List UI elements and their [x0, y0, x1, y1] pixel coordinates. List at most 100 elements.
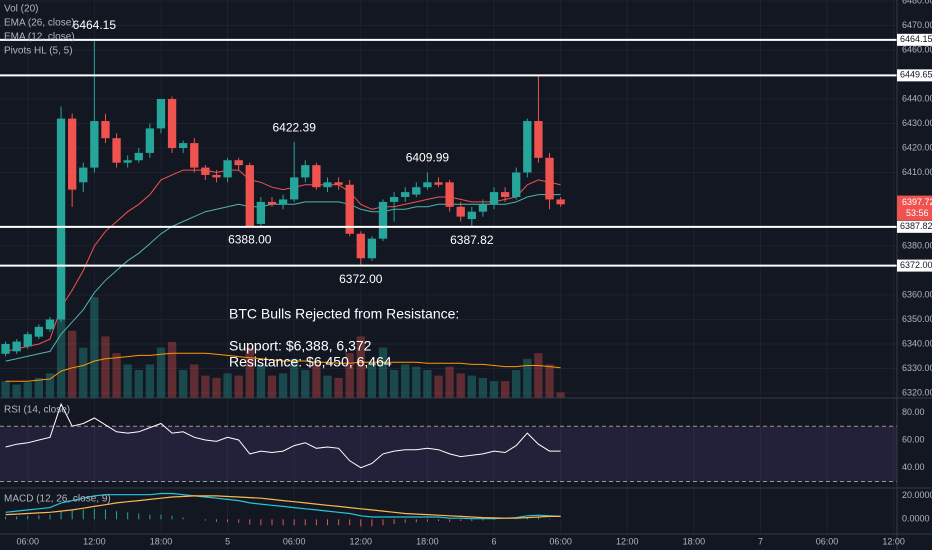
last-price-tag [897, 195, 932, 221]
volume-bar [389, 370, 399, 398]
volume-bar [267, 375, 277, 398]
level-tag [897, 33, 932, 46]
candle-body [467, 211, 476, 220]
volume-bar [512, 370, 521, 398]
volume-bar [378, 347, 388, 398]
x-tick-label: 06:00 [816, 536, 839, 546]
volume-bar [167, 342, 177, 398]
volume-bar [112, 353, 121, 398]
volume-bar [90, 297, 99, 398]
last-price-label: 6397.72 [902, 197, 932, 207]
annotation-text: Support: $6,388, 6,372 [229, 338, 372, 354]
volume-bar [423, 370, 432, 398]
level-label: 6372.00 [900, 260, 932, 270]
volume-bar [445, 366, 454, 398]
ema-line [5, 169, 561, 352]
candle-body [101, 121, 110, 139]
candle-body [290, 177, 299, 200]
candle-body [45, 319, 55, 330]
candle-body [412, 187, 421, 195]
volume-bar [23, 382, 32, 398]
y-tick-label: 6350.00 [902, 314, 932, 324]
volume-bar [190, 364, 199, 398]
candle-body [489, 192, 499, 205]
volume-bar [123, 364, 132, 398]
annotation-text: BTC Bulls Rejected from Resistance: [229, 306, 459, 322]
level-tag [897, 259, 932, 272]
candle-body [267, 201, 277, 205]
candle-body [556, 199, 565, 205]
y-tick-label: 6460.00 [902, 44, 932, 54]
candle-body [145, 128, 155, 153]
candle-body [478, 204, 488, 212]
volume-bar [312, 364, 321, 398]
candle-body [112, 138, 121, 163]
pivot-label: 6422.39 [272, 120, 316, 134]
pivot-label: 6388.00 [228, 233, 272, 247]
y-tick-label: 6360.00 [902, 289, 932, 299]
x-tick-label: 12:00 [83, 536, 106, 546]
y-tick-label: 6330.00 [902, 363, 932, 373]
y-tick-label: 6340.00 [902, 338, 932, 348]
macd-line [5, 492, 561, 520]
volume-bar [500, 381, 510, 398]
candle-body [323, 182, 332, 188]
volume-bar [156, 347, 166, 398]
candle-body [401, 192, 410, 197]
candle-body [12, 341, 21, 352]
volume-bar [401, 364, 410, 398]
x-tick-label: 18:00 [683, 536, 706, 546]
volume-bar [523, 358, 532, 398]
volume-bar [356, 336, 365, 398]
rsi-line [5, 402, 561, 469]
volume-bar [301, 370, 310, 398]
y-tick-label: 40.00 [902, 462, 925, 472]
candle-body [534, 121, 543, 158]
volume-bar [489, 381, 499, 398]
candle-body [389, 197, 399, 202]
candle-body [123, 160, 132, 163]
volume-bar [323, 375, 332, 398]
candle-body [512, 172, 521, 197]
y-tick-label: 6470.00 [902, 20, 932, 30]
x-tick-label: 06:00 [16, 536, 39, 546]
pane-title: MACD (12, 26, close, 9) [4, 494, 111, 505]
volume-bar [12, 384, 21, 398]
pivot-label: 6409.99 [406, 151, 450, 165]
candle-body [79, 167, 88, 183]
volume-bar [256, 364, 266, 398]
x-tick-label: 5 [225, 536, 230, 546]
level-label: 6464.15 [900, 34, 932, 44]
volume-bar [456, 373, 465, 398]
indicator-legend: EMA (26, close) [4, 18, 75, 29]
volume-bar [67, 330, 77, 398]
volume-bar [1, 381, 10, 398]
y-tick-label: 6480.00 [902, 0, 932, 5]
candle-body [179, 143, 188, 148]
volume-bar [545, 364, 554, 398]
x-tick-label: 12:00 [616, 536, 639, 546]
y-tick-label: 60.00 [902, 434, 925, 444]
volume-bar [223, 373, 232, 398]
volume-bar [367, 364, 377, 398]
level-tag [897, 69, 932, 82]
candle-body [1, 344, 10, 354]
candle-body [234, 160, 243, 166]
y-tick-label: 6320.00 [902, 387, 932, 397]
volume-bar [34, 377, 44, 398]
candle-body [67, 118, 77, 190]
volume-bar [345, 353, 354, 398]
candle-body [212, 174, 221, 178]
candle-body [201, 167, 210, 175]
candle-body [312, 165, 321, 188]
x-tick-label: 12:00 [882, 536, 905, 546]
volume-bar [556, 392, 565, 398]
y-tick-label: 6380.00 [902, 240, 932, 250]
y-tick-label: 6430.00 [902, 118, 932, 128]
volume-bar [412, 366, 421, 398]
volume-bar [434, 375, 443, 398]
volume-bar [534, 353, 543, 398]
pivot-label: 6464.15 [73, 18, 117, 32]
level-tag [897, 220, 932, 233]
